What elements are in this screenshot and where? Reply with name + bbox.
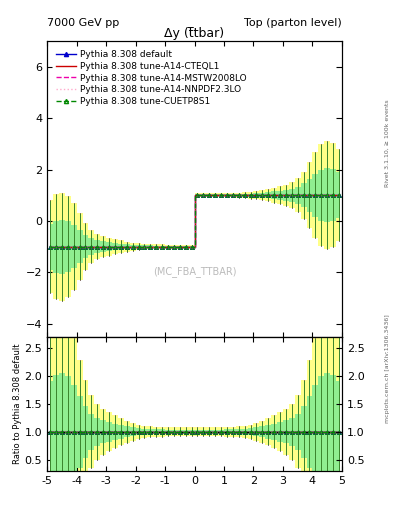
Title: Δy (t̅tbar): Δy (t̅tbar): [165, 27, 224, 40]
Legend: Pythia 8.308 default, Pythia 8.308 tune-A14-CTEQL1, Pythia 8.308 tune-A14-MSTW20: Pythia 8.308 default, Pythia 8.308 tune-…: [55, 49, 248, 108]
Text: (MC_FBA_TTBAR): (MC_FBA_TTBAR): [153, 266, 236, 277]
Text: Rivet 3.1.10, ≥ 100k events: Rivet 3.1.10, ≥ 100k events: [385, 99, 390, 187]
Y-axis label: Ratio to Pythia 8.308 default: Ratio to Pythia 8.308 default: [13, 344, 22, 464]
Text: Top (parton level): Top (parton level): [244, 18, 342, 28]
Text: 7000 GeV pp: 7000 GeV pp: [47, 18, 119, 28]
Text: mcplots.cern.ch [arXiv:1306.3436]: mcplots.cern.ch [arXiv:1306.3436]: [385, 314, 390, 423]
